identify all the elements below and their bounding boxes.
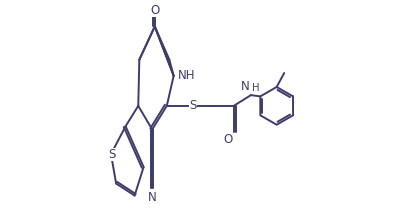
Text: O: O [223,133,233,146]
Text: S: S [189,99,197,112]
Text: O: O [150,4,159,17]
Text: N: N [241,80,250,93]
Text: H: H [252,83,260,93]
Text: S: S [109,148,116,161]
Text: N: N [148,191,156,204]
Text: NH: NH [178,69,195,82]
